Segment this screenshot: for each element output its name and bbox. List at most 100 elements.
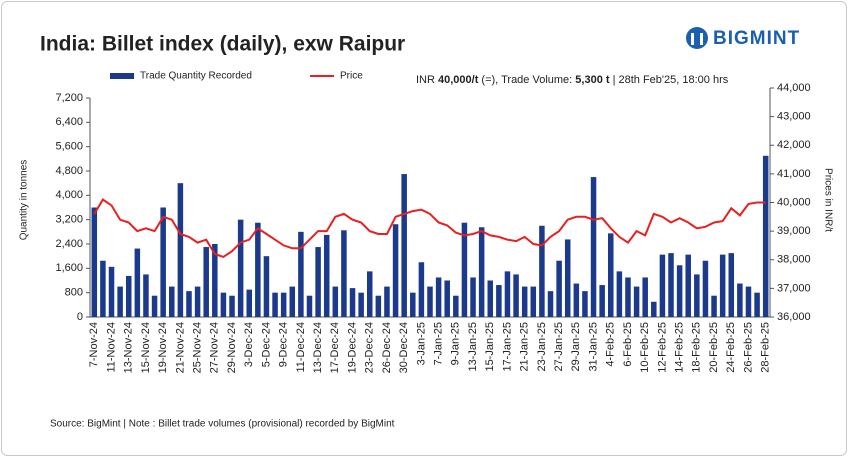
- bar: [685, 254, 691, 317]
- y-tick-label: 5,600: [55, 141, 83, 153]
- y2-tick-label: 37,000: [777, 282, 811, 294]
- y-tick-label: 4,800: [55, 165, 83, 177]
- logo-icon-part: [691, 33, 694, 45]
- x-tick-label: 24-Feb-25: [725, 322, 737, 373]
- bar: [341, 230, 347, 317]
- x-tick-label: 5-Dec-24: [260, 322, 272, 367]
- x-tick-label: 11-Nov-24: [105, 322, 117, 373]
- bar: [737, 283, 743, 317]
- logo-icon: [686, 27, 708, 49]
- bar: [702, 260, 709, 317]
- y2-tick-label: 38,000: [777, 254, 811, 266]
- bar: [237, 219, 244, 317]
- y2-tick-label: 40,000: [777, 196, 811, 208]
- bar: [229, 295, 235, 317]
- bar: [608, 233, 614, 317]
- logo: BIGMINT: [686, 27, 800, 49]
- x-tick-label: 7-Jan-25: [433, 322, 445, 365]
- x-tick-label: 3-Jan-25: [415, 322, 427, 365]
- bar: [659, 254, 666, 317]
- bar: [556, 260, 562, 317]
- bar: [435, 277, 442, 317]
- bar: [418, 262, 425, 317]
- y-tick-label: 800: [65, 287, 83, 299]
- bar: [461, 222, 468, 317]
- bar: [160, 207, 166, 317]
- y-tick-label: 3,200: [55, 214, 83, 226]
- bar: [143, 274, 149, 317]
- info-text: INR 40,000/t (=), Trade Volume: 5,300 t …: [416, 74, 729, 86]
- x-tick-label: 19-Dec-24: [346, 322, 358, 373]
- bar: [504, 271, 511, 317]
- x-tick-label: 7-Nov-24: [88, 322, 100, 367]
- bar: [496, 285, 502, 317]
- bar: [547, 291, 554, 317]
- bar: [194, 286, 201, 317]
- bar: [177, 183, 184, 317]
- bar: [108, 266, 115, 317]
- x-tick-label: 25-Nov-24: [192, 322, 204, 373]
- bar: [539, 225, 545, 317]
- bar: [255, 222, 261, 317]
- bar: [599, 285, 605, 317]
- bar: [203, 247, 209, 317]
- x-tick-label: 6-Feb-25: [622, 322, 634, 367]
- bar: [590, 177, 597, 317]
- y2-axis-label: Prices in INR/t: [822, 168, 833, 232]
- bar: [375, 295, 382, 317]
- x-tick-label: 9-Dec-24: [278, 322, 290, 367]
- bar: [668, 253, 674, 317]
- x-tick-label: 27-Nov-24: [209, 322, 221, 373]
- x-tick-label: 14-Feb-25: [674, 322, 686, 373]
- logo-text: BIGMINT: [713, 28, 800, 49]
- bar: [410, 292, 416, 317]
- x-tick-label: 15-Nov-24: [140, 322, 152, 373]
- bar: [573, 283, 580, 317]
- x-tick-label: 23-Jan-25: [536, 322, 548, 372]
- bar: [642, 277, 648, 317]
- bar: [427, 286, 433, 317]
- x-tick-label: 27-Jan-25: [553, 322, 565, 372]
- x-tick-label: 4-Feb-25: [605, 322, 617, 367]
- y-tick-label: 7,200: [55, 92, 83, 104]
- x-tick-label: 13-Jan-25: [467, 322, 479, 372]
- y-tick-label: 2,400: [55, 238, 83, 250]
- x-tick-label: 21-Nov-24: [174, 322, 186, 373]
- legend-label: Trade Quantity Recorded: [140, 71, 252, 82]
- legend-swatch: [110, 73, 134, 79]
- bar: [754, 292, 760, 317]
- x-tick-label: 30-Dec-24: [398, 322, 410, 373]
- bar: [487, 280, 494, 317]
- bar: [272, 292, 278, 317]
- bar: [676, 265, 683, 317]
- bar: [513, 274, 519, 317]
- bar: [694, 274, 700, 317]
- bar: [745, 286, 752, 317]
- x-tick-label: 18-Feb-25: [691, 322, 703, 373]
- bar: [289, 286, 296, 317]
- info-part: (=), Trade Volume:: [478, 74, 575, 86]
- bar: [358, 292, 364, 317]
- bar: [728, 253, 735, 317]
- y2-tick-label: 44,000: [777, 82, 811, 94]
- bar: [212, 244, 218, 317]
- x-tick-label: 28-Feb-25: [760, 322, 772, 373]
- bar: [762, 155, 769, 317]
- bar: [444, 280, 450, 317]
- x-tick-label: 15-Jan-25: [484, 322, 496, 372]
- bar: [711, 295, 717, 317]
- bar: [719, 254, 726, 317]
- y-tick-label: 0: [77, 311, 83, 323]
- x-tick-label: 31-Jan-25: [587, 322, 599, 372]
- bar: [220, 292, 227, 317]
- y-tick-label: 1,600: [55, 262, 83, 274]
- x-tick-label: 20-Feb-25: [708, 322, 720, 373]
- bar: [298, 231, 304, 317]
- info-part: INR: [416, 74, 438, 86]
- bar: [478, 227, 485, 317]
- x-tick-label: 17-Dec-24: [329, 322, 341, 373]
- info-part: 5,300 t: [575, 74, 610, 86]
- x-tick-label: 17-Jan-25: [501, 322, 513, 372]
